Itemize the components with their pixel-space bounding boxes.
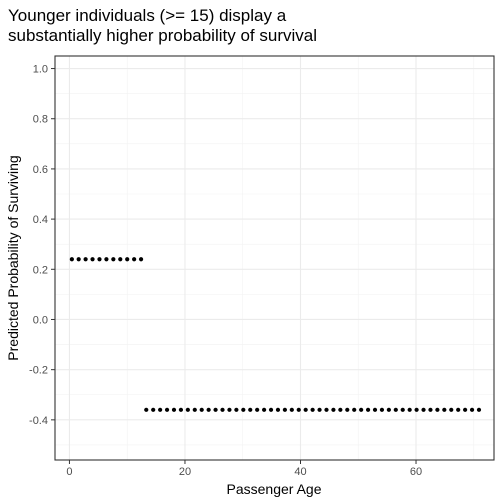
data-point <box>118 257 123 262</box>
data-point <box>158 407 163 412</box>
chart-title-line-2: substantially higher probability of surv… <box>8 26 317 45</box>
data-point <box>83 257 88 262</box>
data-point <box>476 407 482 412</box>
data-point <box>282 407 287 412</box>
data-point <box>69 257 74 262</box>
y-axis-title: Predicted Probability of Surviving <box>5 155 21 360</box>
data-point <box>76 257 81 262</box>
x-tick-label: 20 <box>179 466 191 478</box>
data-point <box>303 407 308 412</box>
data-point <box>241 407 246 412</box>
data-point <box>125 257 130 262</box>
data-point <box>227 407 232 412</box>
data-point <box>421 407 426 412</box>
data-point <box>234 407 239 412</box>
data-point <box>289 407 294 412</box>
data-point <box>463 407 468 412</box>
data-point <box>469 407 475 412</box>
data-point <box>449 407 454 412</box>
x-axis-title: Passenger Age <box>227 481 322 497</box>
data-point <box>365 407 371 412</box>
data-point <box>442 407 447 412</box>
data-point <box>372 407 378 412</box>
data-point <box>185 407 190 412</box>
y-tick-label: 0.8 <box>33 114 48 126</box>
data-point <box>255 407 260 412</box>
y-tick-label: -0.2 <box>29 365 48 377</box>
data-point <box>296 407 301 412</box>
data-point <box>324 407 329 412</box>
data-point <box>192 407 197 412</box>
data-point <box>317 407 322 412</box>
panel-border <box>54 55 495 461</box>
points-layer <box>69 257 482 412</box>
data-point <box>352 407 357 412</box>
data-point <box>379 407 385 412</box>
data-point <box>262 407 267 412</box>
data-point <box>331 407 336 412</box>
data-point <box>345 407 350 412</box>
data-point <box>132 257 137 262</box>
y-tick-label: 0.2 <box>33 264 48 276</box>
data-point <box>97 257 102 262</box>
data-point <box>338 407 343 412</box>
data-point <box>144 407 149 412</box>
data-point <box>138 257 144 262</box>
data-point <box>171 407 177 412</box>
data-point <box>400 407 405 412</box>
data-point <box>90 257 95 262</box>
data-point <box>206 407 211 412</box>
y-tick-label: 0.0 <box>33 314 48 326</box>
x-tick-label: 0 <box>66 466 72 478</box>
data-point <box>456 407 461 412</box>
x-tick-label: 40 <box>294 466 306 478</box>
data-point <box>414 407 419 412</box>
data-point <box>104 257 109 262</box>
data-point <box>359 407 364 412</box>
data-point <box>164 407 170 412</box>
y-tick-label: 0.4 <box>33 214 48 226</box>
data-point <box>275 407 281 412</box>
data-point <box>248 407 253 412</box>
data-point <box>407 407 412 412</box>
data-point <box>435 407 440 412</box>
grid-layer <box>55 56 494 460</box>
data-point <box>310 407 315 412</box>
data-point <box>268 407 274 412</box>
axes-layer: 0 20 40 60 -0.4 -0.2 0.0 0.2 0.4 0.6 0.8 1.0 <box>29 55 495 478</box>
x-tick-label: 60 <box>410 466 422 478</box>
data-point <box>111 257 116 262</box>
data-point <box>220 407 225 412</box>
y-tick-label: 0.6 <box>33 164 48 176</box>
chart-title-line-1: Younger individuals (>= 15) display a <box>8 6 287 25</box>
data-point <box>178 407 184 412</box>
data-point <box>213 407 218 412</box>
data-point <box>393 407 398 412</box>
y-tick-label: -0.4 <box>29 415 48 427</box>
data-point <box>151 407 156 412</box>
y-tick-label: 1.0 <box>33 64 48 76</box>
data-point <box>199 407 204 412</box>
data-point <box>386 407 391 412</box>
data-point <box>428 407 433 412</box>
